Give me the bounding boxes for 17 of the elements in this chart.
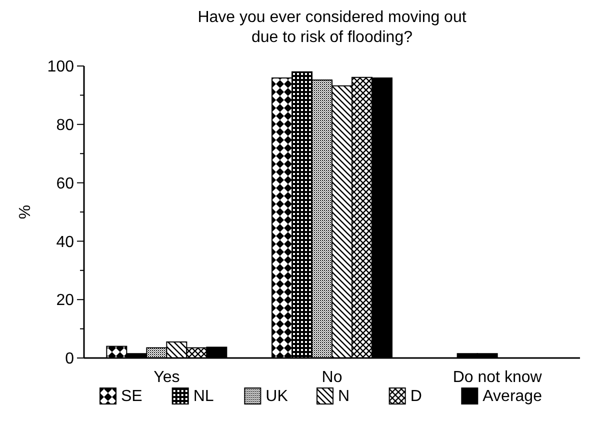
- legend-label: NL: [193, 388, 214, 405]
- x-tick-label: No: [322, 369, 342, 386]
- y-axis-title: %: [17, 204, 34, 220]
- y-tick-label: 40: [56, 234, 74, 251]
- legend-label: Average: [482, 388, 542, 405]
- y-tick-label: 80: [56, 117, 74, 134]
- legend-label: SE: [121, 388, 142, 405]
- y-tick-label: 60: [56, 175, 74, 192]
- y-tick-label: 100: [47, 58, 74, 76]
- x-tick-label: Yes: [154, 369, 180, 386]
- legend-label: N: [338, 388, 350, 405]
- x-tick-label: Do not know: [452, 369, 542, 386]
- chart-title: Have you ever considered moving out due to risk of flooding?: [198, 9, 467, 46]
- legend-label: D: [410, 388, 422, 405]
- legend-label: UK: [266, 388, 288, 405]
- y-tick-label: 20: [56, 292, 74, 310]
- y-tick-label: 0: [65, 350, 74, 368]
